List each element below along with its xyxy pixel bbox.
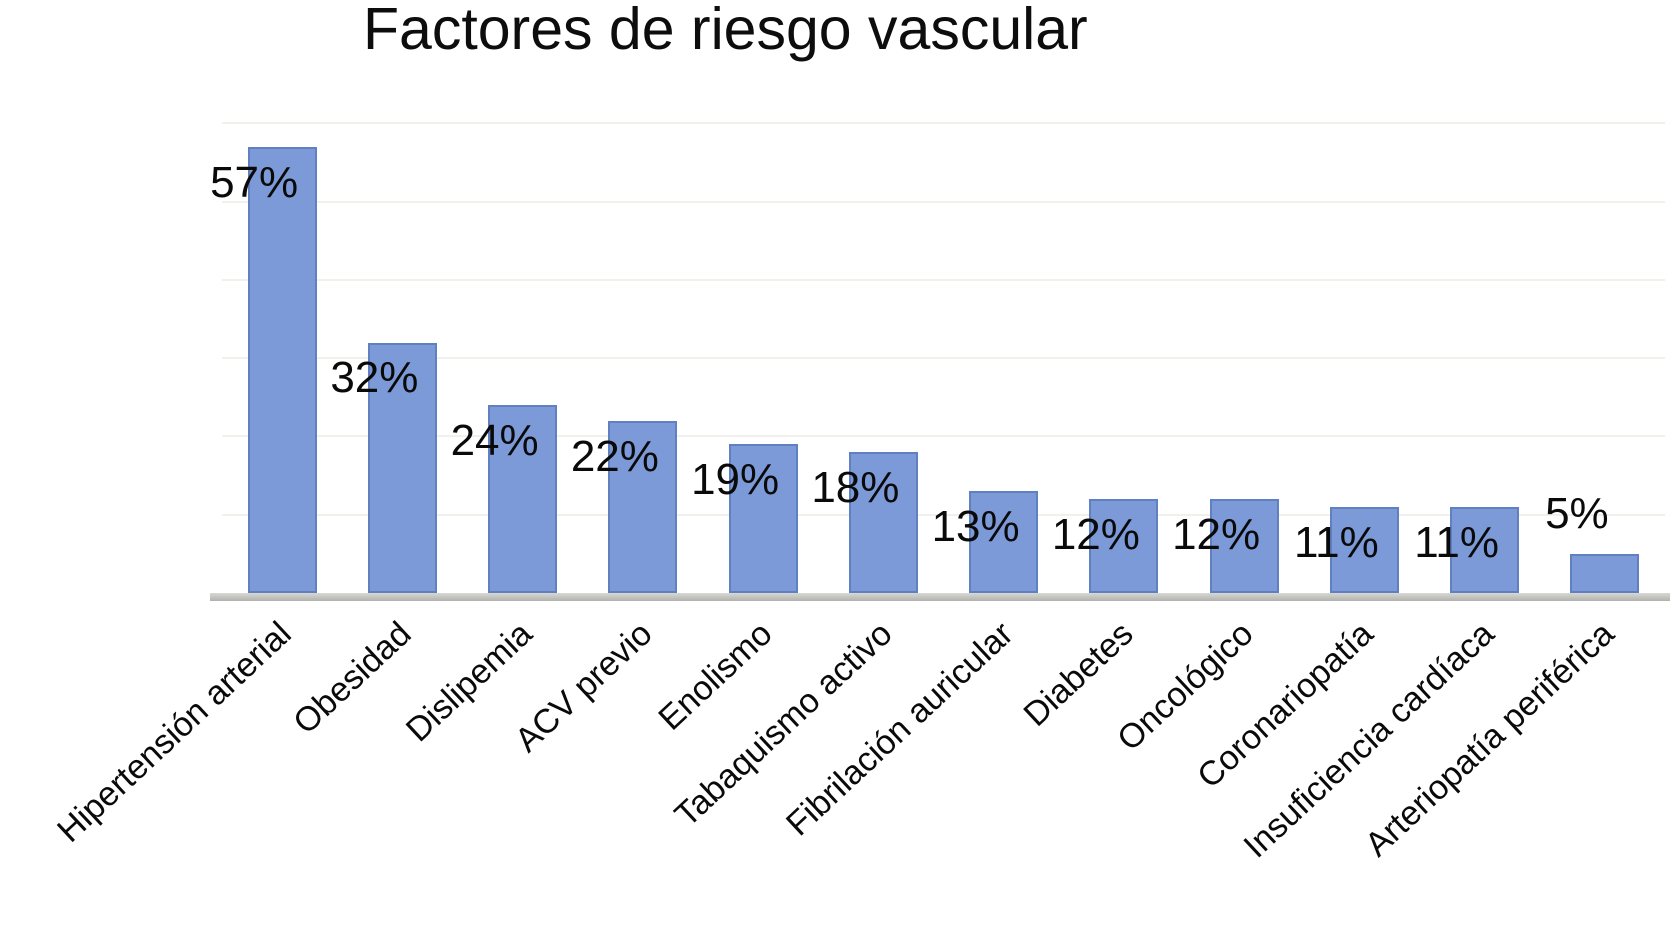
bar-value-label: 11% [1414,517,1500,567]
bar [848,452,918,593]
bar-value-label: 18% [811,463,900,513]
bar [488,405,558,593]
x-axis-line [210,593,1670,601]
plot-area: 57% 32% 24% 22% 19% 18% 13% 12% 12% 11% 11% 5% [210,110,1665,593]
chart-title: Factores de riesgo vascular [363,0,1088,62]
bar-value-label: 57% [210,157,299,207]
gridline-60 [222,122,1665,125]
bar-value-label: 11% [1293,517,1379,567]
bar [1450,506,1520,593]
bar [969,491,1039,593]
bar [247,146,317,593]
bar [1329,506,1399,593]
bar [1209,499,1279,593]
bar-value-label: 12% [1172,510,1261,560]
bar-value-label: 19% [691,455,780,505]
bar [728,444,798,593]
bar-value-label: 32% [330,353,419,403]
bar [367,342,437,593]
bar-value-label: 24% [450,416,539,466]
gridline-50 [222,200,1665,203]
gridline-30 [222,357,1665,360]
bar-value-label: 13% [931,502,1020,552]
bar-value-label: 12% [1051,510,1140,560]
bar [1570,553,1640,593]
gridline-40 [222,278,1665,281]
gridline-20 [222,435,1665,438]
bar [608,420,678,593]
bar-value-label: 22% [570,431,659,481]
bar [1089,499,1159,593]
bar-value-label: 5% [1545,488,1609,538]
gridline-10 [222,513,1665,516]
